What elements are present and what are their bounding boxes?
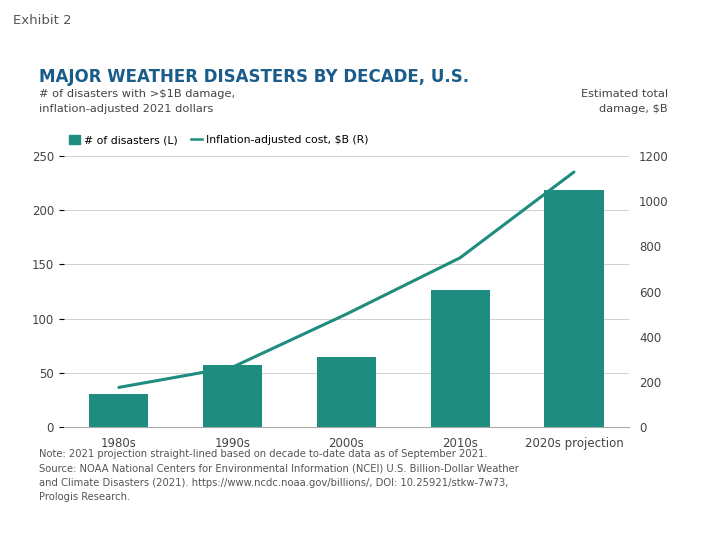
Bar — [203, 365, 262, 427]
Text: Exhibit 2: Exhibit 2 — [13, 14, 71, 27]
Legend: # of disasters (L), Inflation-adjusted cost, $B (R): # of disasters (L), Inflation-adjusted c… — [69, 136, 368, 146]
Text: MAJOR WEATHER DISASTERS BY DECADE, U.S.: MAJOR WEATHER DISASTERS BY DECADE, U.S. — [39, 69, 469, 86]
Text: # of disasters with >$1B damage,
inflation-adjusted 2021 dollars: # of disasters with >$1B damage, inflati… — [39, 89, 235, 114]
Bar — [431, 291, 490, 427]
Text: Note: 2021 projection straight-lined based on decade to-date data as of Septembe: Note: 2021 projection straight-lined bas… — [39, 449, 519, 502]
Bar — [317, 357, 376, 427]
Text: Estimated total
damage, $B: Estimated total damage, $B — [581, 89, 668, 114]
Bar — [544, 190, 604, 427]
Bar — [89, 395, 148, 427]
